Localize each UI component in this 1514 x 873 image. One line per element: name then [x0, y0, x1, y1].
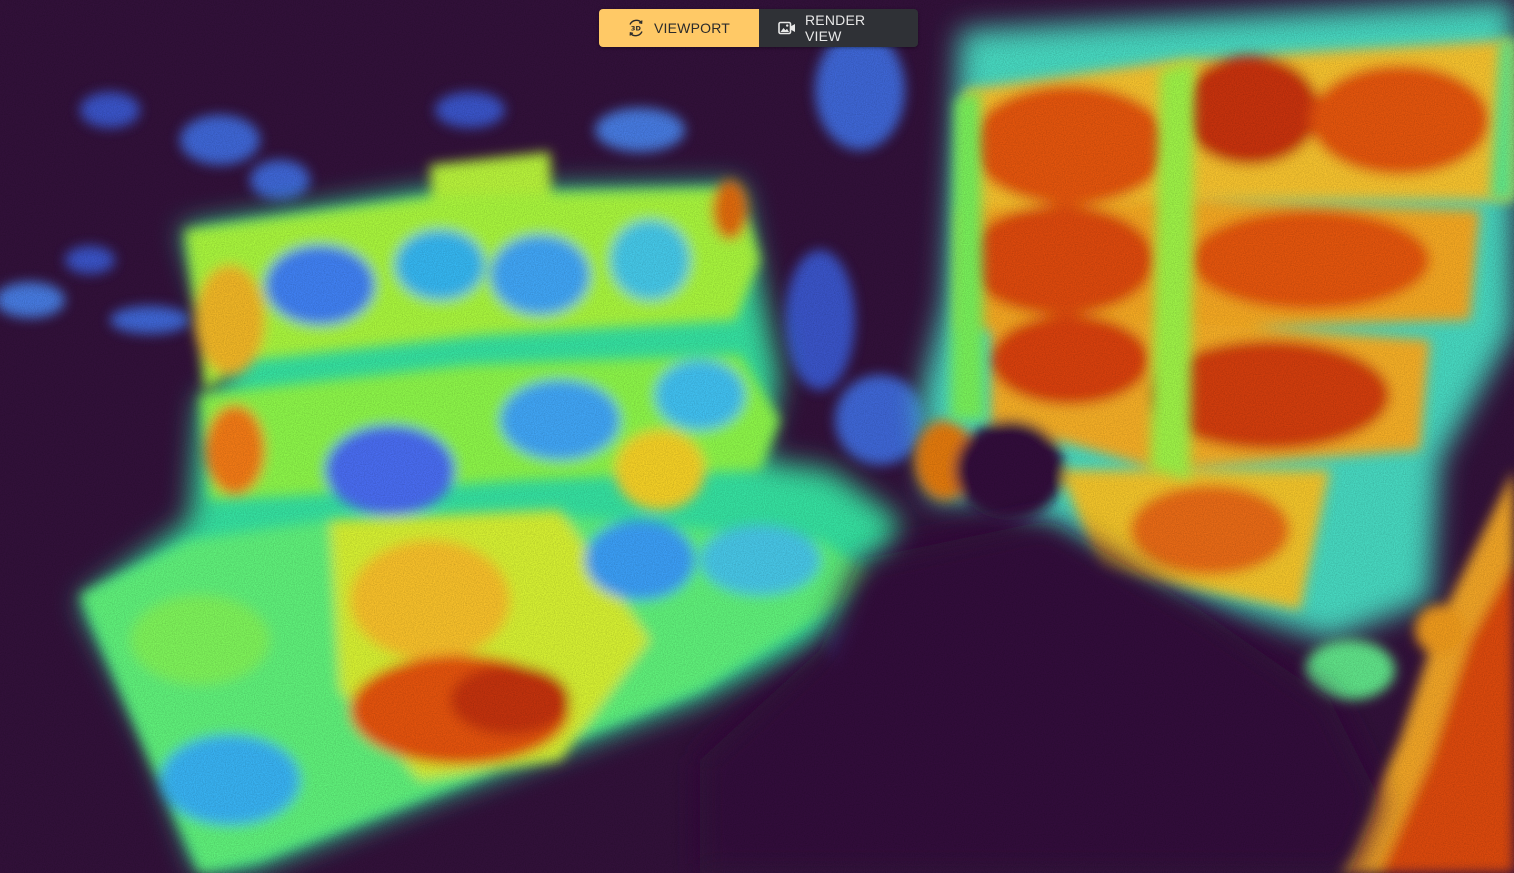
camera-image-icon	[777, 18, 797, 38]
svg-text:3D: 3D	[631, 24, 642, 32]
viewport-button[interactable]: 3D VIEWPORT	[599, 9, 759, 47]
view-mode-toggle: 3D VIEWPORT RENDER VIEW	[599, 9, 918, 47]
3d-rotate-icon: 3D	[626, 18, 646, 38]
viewport-label: VIEWPORT	[654, 20, 731, 36]
render-view-label: RENDER VIEW	[805, 12, 866, 44]
render-view-button[interactable]: RENDER VIEW	[759, 9, 918, 47]
